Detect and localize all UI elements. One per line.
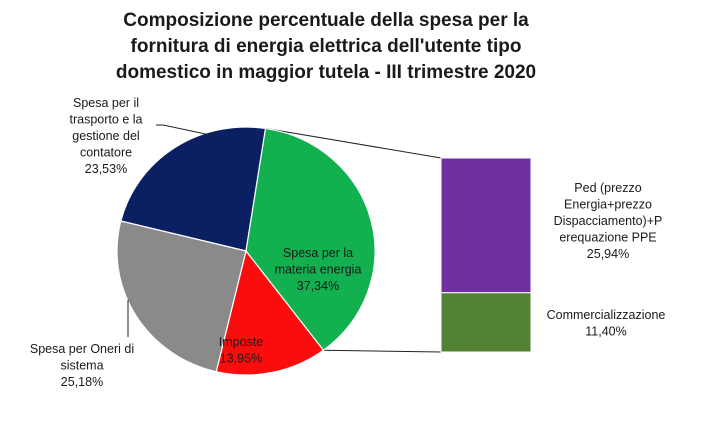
- data-label: Commercializzazione 11,40%: [547, 308, 666, 339]
- leader-lines: [127, 124, 216, 337]
- pie-slice: [116, 220, 247, 373]
- data-label-value: 11,40%: [585, 325, 626, 339]
- data-label-value: 25,18%: [61, 375, 103, 389]
- connector-line: [265, 127, 442, 159]
- data-label-text: sistema: [60, 359, 103, 373]
- data-labels: Spesa per il trasporto e la gestione del co…: [30, 96, 666, 389]
- pie-slice: [120, 126, 267, 252]
- data-label-text: Spesa per Oneri di: [30, 342, 134, 356]
- pie-slice: [245, 127, 376, 352]
- chart-title-line: Composizione percentuale della spesa per…: [123, 10, 529, 31]
- data-label-value: 37,34%: [297, 279, 339, 293]
- data-label-text: gestione del: [72, 129, 139, 143]
- data-label-text: Dispacciamento)+P: [554, 214, 663, 228]
- data-label-text: materia energia: [275, 263, 362, 277]
- chart-title-line: domestico in maggior tutela - III trimes…: [116, 62, 536, 83]
- data-label-text: erequazione PPE: [559, 231, 656, 245]
- leader-line: [156, 124, 216, 137]
- data-label: Imposte 13,95%: [219, 335, 264, 366]
- data-label: Spesa per la materia energia 37,34%: [275, 246, 362, 293]
- breakdown-bar: [440, 157, 532, 353]
- connector-line: [323, 349, 442, 353]
- pie-slice: [215, 249, 325, 376]
- data-label-value: 25,94%: [587, 247, 629, 261]
- breakdown-connectors: [265, 127, 442, 353]
- data-label-text: Spesa per la: [283, 246, 353, 260]
- data-label: Spesa per Oneri di sistema 25,18%: [30, 342, 134, 389]
- data-label-value: 13,95%: [220, 352, 262, 366]
- data-label-text: Spesa per il: [73, 96, 139, 110]
- data-label: Spesa per il trasporto e la gestione del co…: [70, 96, 143, 176]
- data-label-text: trasporto e la: [70, 113, 143, 127]
- data-label-value: 23,53%: [85, 162, 127, 176]
- data-label-text: Ped (prezzo: [574, 181, 641, 195]
- breakdown-segment: [440, 157, 532, 294]
- data-label: Ped (prezzo Energia+prezzo Dispacciamento)…: [554, 181, 663, 261]
- breakdown-segment: [440, 292, 532, 353]
- chart-title: Composizione percentuale della spesa per…: [116, 10, 536, 83]
- data-label-text: Energia+prezzo: [564, 198, 652, 212]
- data-label-text: contatore: [80, 146, 132, 160]
- data-label-text: Imposte: [219, 335, 264, 349]
- data-label-text: Commercializzazione: [547, 308, 666, 322]
- pie-slices: [116, 126, 376, 376]
- chart-title-line: fornitura di energia elettrica dell'uten…: [131, 36, 522, 57]
